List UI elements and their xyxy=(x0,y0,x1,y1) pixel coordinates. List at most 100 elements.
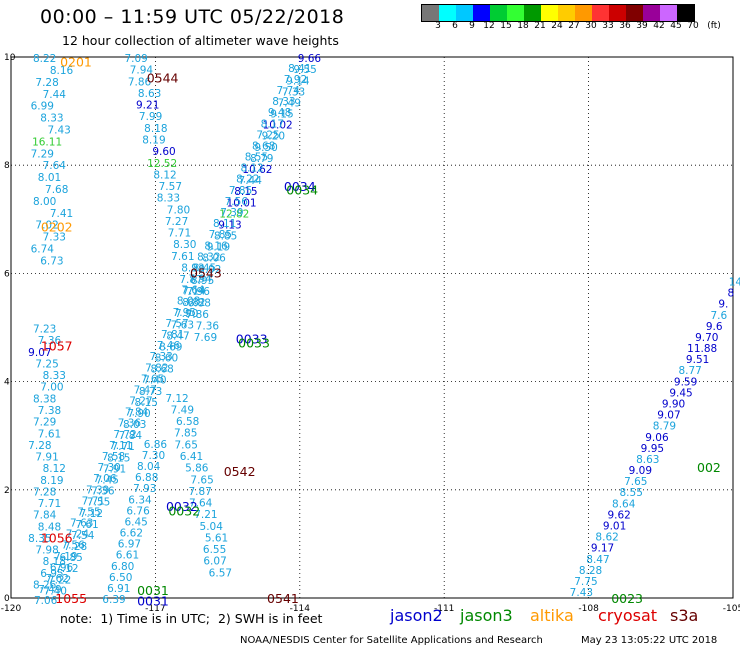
wave-height-value: 8.12 xyxy=(43,463,66,475)
wave-height-value: 7.40 xyxy=(143,375,166,387)
wave-height-value: 6.73 xyxy=(40,255,63,267)
wave-height-value: 6.57 xyxy=(209,567,232,579)
wave-height-value: 7.6 xyxy=(710,310,727,322)
legend-jason2: jason2 xyxy=(390,606,443,625)
wave-height-value: 7.84 xyxy=(119,430,143,442)
colorbar-swatch xyxy=(575,5,592,21)
wave-height-value: 6.74 xyxy=(31,244,55,256)
wave-height-value: 7.43 xyxy=(570,587,593,599)
units-note: note: 1) Time is in UTC; 2) SWH is in fe… xyxy=(60,611,323,626)
wave-height-value: 7.71 xyxy=(82,495,105,507)
wave-height-value: 9.06 xyxy=(645,432,669,444)
wave-height-value: 8.60 xyxy=(155,353,178,365)
wave-height-value: 7.14 xyxy=(182,286,206,298)
wave-height-value: 8.32 xyxy=(197,251,220,263)
wave-height-value: 7.25 xyxy=(35,358,58,370)
wave-height-value: 8.16 xyxy=(204,240,228,252)
wave-height-value: 7.30 xyxy=(142,450,165,462)
legend-cryosat: cryosat xyxy=(598,606,658,625)
wave-height-value: 6.88 xyxy=(188,297,211,309)
wave-height-value: 6.45 xyxy=(124,516,147,528)
wave-height-value: 7.39 xyxy=(220,207,243,219)
wave-height-value: 9.48 xyxy=(268,107,291,119)
wave-height-value: 7.12 xyxy=(80,508,103,520)
wave-height-value: 7.75 xyxy=(574,576,597,588)
wave-height-value: 7.55 xyxy=(77,506,100,518)
wave-height-value: 8.19 xyxy=(142,135,165,147)
wave-height-value: 7.02 xyxy=(35,220,58,232)
wave-height-value: 7.85 xyxy=(174,428,197,440)
wave-height-value: 8.92 xyxy=(198,264,221,276)
legend-altika: altika xyxy=(530,606,574,625)
wave-height-value: 9.55 xyxy=(293,64,316,76)
wave-height-value: 8.45 xyxy=(193,262,216,274)
wave-height-value: 7.98 xyxy=(35,545,58,557)
pass-time-label: 1056 xyxy=(41,530,73,545)
wave-height-value: 7.25 xyxy=(256,129,279,141)
wave-height-value: 6.58 xyxy=(176,416,199,428)
colorbar-swatch xyxy=(490,5,507,21)
wave-height-value: 16.11 xyxy=(32,136,62,148)
wave-height-value: 7.93 xyxy=(133,483,156,495)
wave-height-value: 7.36 xyxy=(118,418,142,430)
wave-height-value: 9.6 xyxy=(706,321,723,333)
wave-height-value: 8.03 xyxy=(123,419,146,431)
wave-height-value: 7.56 xyxy=(225,196,249,208)
y-tick-label: 2 xyxy=(4,486,10,496)
wave-height-value: 9.45 xyxy=(669,387,692,399)
pass-time-label: 1057 xyxy=(41,338,73,353)
wave-height-value: 8.82 xyxy=(182,297,205,309)
wave-height-value: 7.49 xyxy=(171,404,194,416)
wave-height-value: 9.07 xyxy=(657,410,680,422)
wave-height-value: 8.18 xyxy=(43,556,66,568)
colorbar-swatch xyxy=(558,5,575,21)
wave-height-value: 9.50 xyxy=(254,142,277,154)
wave-height-value: 10.62 xyxy=(242,164,272,176)
y-tick-label: 6 xyxy=(4,269,10,279)
wave-height-value: 8.15 xyxy=(234,186,257,198)
wave-height-value: 8.22 xyxy=(33,53,56,65)
wave-height-value: 9.17 xyxy=(591,543,614,555)
wave-height-value: 8.95 xyxy=(191,275,214,287)
wave-height-value: 9.14 xyxy=(286,75,310,87)
wave-height-value: 7.62 xyxy=(46,573,69,585)
wave-height-value: 7.85 xyxy=(229,185,252,197)
wave-height-colorbar xyxy=(421,4,695,22)
wave-height-value: 7.61 xyxy=(75,519,98,531)
wave-height-value: 7.40 xyxy=(44,585,67,597)
wave-height-value: 9.20 xyxy=(262,131,285,143)
wave-height-value: 7.06 xyxy=(93,473,117,485)
wave-height-value: 9.13 xyxy=(218,219,241,231)
wave-height-value: 6.96 xyxy=(50,562,74,574)
colorbar-swatch xyxy=(660,5,677,21)
wave-height-value: 8.06 xyxy=(202,253,226,265)
colorbar-swatch xyxy=(677,5,694,21)
wave-height-value: 7.61 xyxy=(38,428,61,440)
pass-time-label: 0543 xyxy=(190,265,222,280)
y-tick-label: 4 xyxy=(4,378,10,388)
colorbar-labels: 3 6 9 12 15 18 21 24 27 30 33 36 39 42 45 70 (ft) xyxy=(421,21,740,35)
wave-height-value: 9.51 xyxy=(686,354,709,366)
wave-height-value: 12.82 xyxy=(219,208,249,220)
wave-height-value: 7.96 xyxy=(187,286,211,298)
wave-height-value: 7.29 xyxy=(31,148,54,160)
wave-height-value: 7.28 xyxy=(64,541,87,553)
pass-time-label: 0202 xyxy=(41,219,73,234)
wave-height-value: 7.23 xyxy=(33,324,56,336)
page-title: 00:00 – 11:59 UTC 05/22/2018 xyxy=(40,6,345,28)
wave-height-value: 6.62 xyxy=(120,528,143,540)
wave-height-value: 9.60 xyxy=(152,146,175,158)
page-subtitle: 12 hour collection of altimeter wave hei… xyxy=(62,33,339,48)
wave-height-value: 9.66 xyxy=(298,53,322,65)
wave-height-value: 9.95 xyxy=(641,443,664,455)
wave-height-value: 14 xyxy=(729,277,740,289)
wave-height-value: 9.19 xyxy=(207,242,230,254)
wave-height-value: 7.63 xyxy=(70,518,93,530)
x-tick-label: -105 xyxy=(723,604,740,614)
wave-height-value: 7.61 xyxy=(171,251,194,263)
colorbar-label: 36 xyxy=(619,21,631,31)
wave-height-value: 7.06 xyxy=(34,595,58,607)
wave-height-value: 7.38 xyxy=(38,405,61,417)
wave-height-value: 8.47 xyxy=(166,330,189,342)
wave-height-value: 8.55 xyxy=(620,487,643,499)
